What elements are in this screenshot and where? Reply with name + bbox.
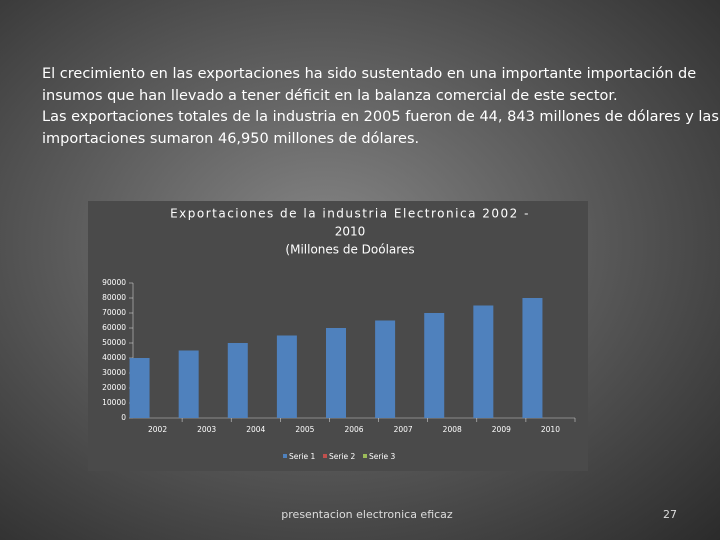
body-text: El crecimiento en las exportaciones ha s… xyxy=(42,64,719,150)
x-tick-label: 2004 xyxy=(246,425,265,434)
legend-label: Serie 2 xyxy=(329,452,356,461)
chart-title: (Millones de Doólares xyxy=(285,243,414,257)
x-tick-label: 2003 xyxy=(197,425,216,434)
legend-swatch xyxy=(283,454,287,458)
x-tick-label: 2006 xyxy=(344,425,363,434)
legend-label: Serie 1 xyxy=(289,452,316,461)
x-tick-label: 2010 xyxy=(541,425,560,434)
x-tick-label: 2002 xyxy=(148,425,167,434)
body-line: Las exportaciones totales de la industri… xyxy=(42,109,719,125)
bar xyxy=(424,313,445,418)
y-tick-label: 30000 xyxy=(102,368,126,377)
x-tick-label: 2005 xyxy=(295,425,314,434)
bar xyxy=(522,298,543,418)
bar xyxy=(375,320,396,418)
x-tick-label: 2007 xyxy=(394,425,413,434)
y-tick-label: 40000 xyxy=(102,353,126,362)
legend-swatch xyxy=(323,454,327,458)
y-tick-label: 10000 xyxy=(102,398,126,407)
bar xyxy=(473,305,494,418)
bar xyxy=(227,343,248,418)
footer-text: presentacion electronica eficaz xyxy=(281,508,453,521)
y-tick-label: 0 xyxy=(121,413,126,422)
y-tick-label: 60000 xyxy=(102,323,126,332)
y-tick-label: 20000 xyxy=(102,383,126,392)
legend-label: Serie 3 xyxy=(369,452,396,461)
bar xyxy=(178,350,199,418)
x-tick-label: 2009 xyxy=(492,425,511,434)
bar xyxy=(276,335,297,418)
chart-title: 2010 xyxy=(335,225,366,239)
x-tick-label: 2008 xyxy=(443,425,462,434)
page-number: 27 xyxy=(663,508,677,521)
bar xyxy=(326,328,346,418)
chart-title: Exportaciones de la industria Electronic… xyxy=(170,207,530,221)
body-line: insumos que han llevado a tener déficit … xyxy=(42,87,618,104)
body-line: importaciones sumaron 46,950 millones de… xyxy=(42,130,420,147)
y-tick-label: 80000 xyxy=(102,293,126,302)
bar xyxy=(129,358,150,418)
body-line: El crecimiento en las exportaciones ha s… xyxy=(42,66,697,82)
y-tick-label: 70000 xyxy=(102,308,126,317)
legend-swatch xyxy=(363,454,367,458)
y-tick-label: 50000 xyxy=(102,338,126,347)
y-tick-label: 90000 xyxy=(102,278,126,287)
